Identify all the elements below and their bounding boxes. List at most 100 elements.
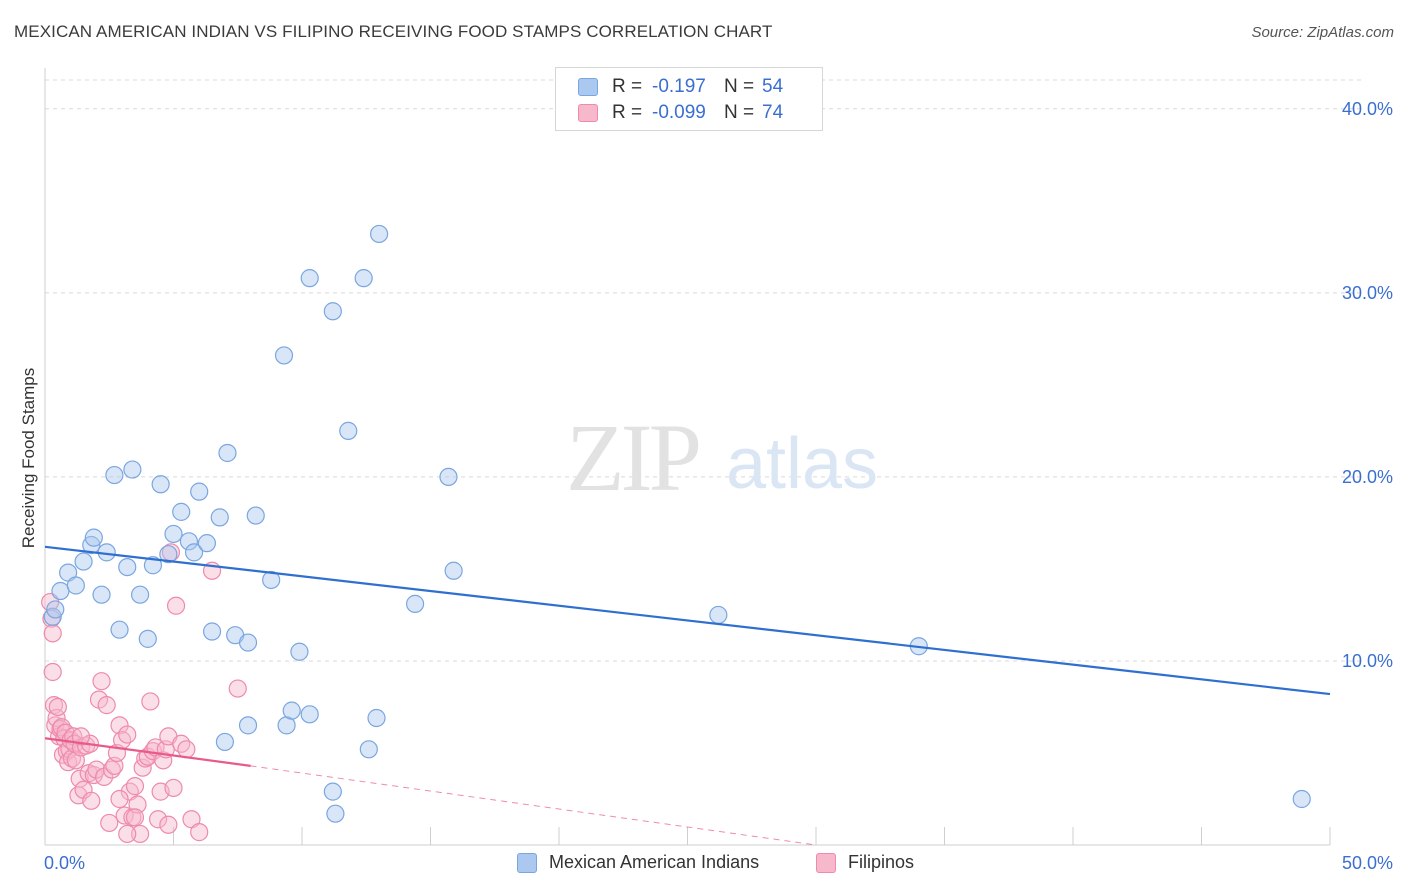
filipino-point [141, 692, 160, 711]
mexican-american-indian-point [246, 506, 265, 525]
legend-row-filipinos: R = -0.099 N = 74 [578, 101, 783, 125]
filipino-point [82, 791, 101, 810]
mexican-american-indian-point [51, 581, 70, 601]
legend-row-mexican: R = -0.197 N = 54 [578, 75, 783, 99]
filipino-point [154, 751, 173, 770]
filipinos-points [41, 543, 247, 844]
mexican-american-indian-point [354, 269, 373, 288]
mexican-american-indian-point [405, 594, 425, 613]
y-tick-label: 40.0% [1342, 99, 1393, 119]
filipino-point [71, 727, 91, 746]
legend-swatch-blue [578, 78, 598, 96]
mexican-american-indian-point [210, 508, 229, 527]
mexican-american-indian-point [359, 740, 378, 759]
filipino-point [100, 813, 119, 833]
filipino-point [92, 672, 111, 691]
mexican-trendline [44, 545, 1331, 696]
mexican-american-indian-point [282, 701, 301, 720]
mexican-american-indian-point [444, 561, 463, 580]
mexican-american-indian-point [179, 532, 199, 551]
filipino-point [43, 662, 62, 682]
legend-r-value: -0.197 [652, 76, 706, 97]
mexican-american-indian-point [1292, 789, 1311, 809]
mexican-american-indian-point [367, 708, 386, 728]
legend-swatch-pink [578, 104, 598, 122]
tick-labels: 10.0% 20.0% 30.0% 40.0% 0.0% 50.0% [44, 99, 1393, 873]
mexican-american-indian-point [118, 557, 137, 577]
mexican-american-indian-point [123, 460, 142, 479]
filipino-point [228, 679, 247, 698]
mexican-american-indian-point [46, 600, 65, 619]
y-tick-label: 20.0% [1342, 467, 1393, 487]
correlation-legend: R = -0.197 N = 54 R = -0.099 N = 74 [555, 67, 823, 131]
legend-label-mexican: Mexican American Indians [549, 852, 760, 872]
mexican-american-indian-point [439, 467, 458, 487]
mexican-american-indian-point [215, 732, 234, 752]
filipino-point [48, 697, 67, 717]
filipino-point [177, 740, 196, 759]
mexican-american-indian-point [300, 705, 319, 724]
legend-swatch-blue [517, 852, 537, 873]
legend-swatch-pink [816, 852, 836, 873]
mexican-american-indian-point [323, 302, 342, 321]
mexican-american-indian-point [130, 585, 150, 604]
filipino-point [164, 778, 183, 798]
watermark: ZIP atlas [566, 404, 878, 511]
mexican-american-indian-point [151, 475, 170, 494]
legend-n-value: 74 [762, 102, 784, 123]
mexican-american-indians-points [43, 224, 1311, 823]
mexican-american-indian-point [218, 443, 237, 463]
legend-label-filipinos: Filipinos [848, 852, 915, 872]
mexican-american-indian-point [110, 620, 129, 639]
source-label: Source: ZipAtlas.com [1251, 24, 1394, 41]
filipino-point [125, 808, 145, 827]
mexican-american-indian-point [202, 622, 222, 641]
filipino-trendline [44, 737, 251, 767]
filipino-point [118, 824, 137, 844]
mexican-american-indian-point [92, 585, 111, 604]
mexican-american-indian-point [105, 465, 124, 485]
filipino-point [110, 789, 129, 809]
mexican-american-indian-point [84, 528, 103, 547]
legend-n-value: 54 [762, 76, 784, 97]
mexican-american-indian-point [43, 607, 62, 626]
mexican-american-indian-point [164, 524, 183, 544]
filipino-point [166, 596, 186, 615]
legend-r-label: R = [612, 102, 643, 123]
mexican-american-indian-point [172, 502, 191, 521]
mexican-american-indian-point [262, 570, 281, 590]
chart-title: MEXICAN AMERICAN INDIAN VS FILIPINO RECE… [14, 22, 773, 41]
legend-item-mexican[interactable]: Mexican American Indians [517, 852, 759, 873]
legend-n-label: N = [724, 102, 755, 123]
mexican-american-indian-point [184, 543, 204, 562]
y-axis-label: Receiving Food Stamps [19, 367, 38, 549]
grid-lines [45, 79, 1365, 662]
trend-lines [44, 545, 1331, 846]
mexican-american-indian-point [138, 629, 157, 648]
filipino-trendline [250, 765, 817, 846]
mexican-american-indian-point [323, 782, 342, 801]
filipino-point [70, 769, 89, 788]
legend-r-label: R = [612, 76, 643, 97]
legend-r-value: -0.099 [652, 102, 706, 123]
mexican-american-indian-point [274, 346, 294, 365]
mexican-american-indian-point [238, 716, 258, 735]
filipino-point [190, 823, 209, 842]
axes [44, 68, 1331, 846]
mexican-american-indian-point [190, 482, 209, 501]
mexican-american-indian-point [370, 224, 389, 244]
mexican-american-indian-point [238, 633, 258, 652]
mexican-american-indian-point [66, 576, 85, 595]
filipino-point [87, 760, 106, 779]
mexican-american-indian-point [82, 535, 101, 555]
x-tick-label: 0.0% [44, 853, 85, 873]
mexican-american-indian-point [339, 421, 358, 440]
filipino-point [159, 815, 178, 834]
filipino-point [125, 777, 145, 796]
filipino-point [97, 696, 116, 715]
mexican-american-indian-point [197, 534, 217, 553]
legend-n-label: N = [724, 76, 755, 97]
legend-item-filipinos[interactable]: Filipinos [816, 852, 914, 873]
y-tick-label: 10.0% [1342, 651, 1393, 671]
